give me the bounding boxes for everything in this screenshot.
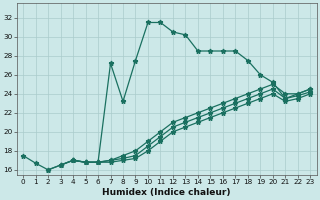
X-axis label: Humidex (Indice chaleur): Humidex (Indice chaleur): [102, 188, 231, 197]
